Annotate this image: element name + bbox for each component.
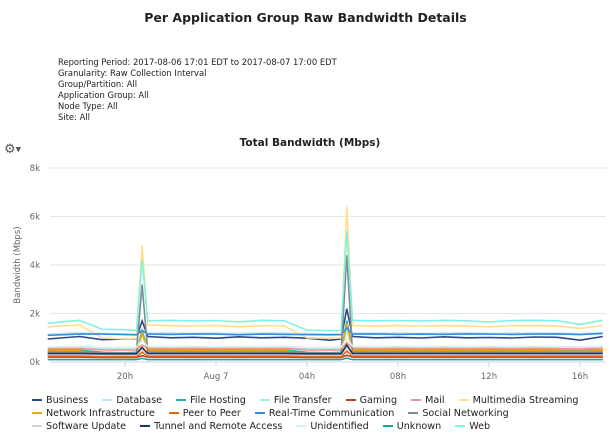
legend-label: Real-Time Communication: [268, 408, 395, 419]
legend-swatch: [140, 425, 151, 427]
y-tick-label: 8k: [30, 164, 40, 174]
y-tick-label: 6k: [30, 213, 40, 223]
legend-item[interactable]: Tunnel and Remote Access: [140, 420, 282, 433]
legend-label: Tunnel and Remote Access: [154, 421, 283, 432]
x-tick-label: 04h: [299, 372, 315, 382]
legend-label: Software Update: [46, 421, 127, 432]
legend-swatch: [408, 412, 419, 414]
legend-swatch: [296, 425, 307, 427]
gear-icon: ⚙: [4, 142, 16, 157]
legend-label: Web: [469, 421, 491, 432]
legend-label: Gaming: [359, 395, 398, 406]
legend-item[interactable]: Mail: [411, 394, 445, 407]
x-tick-label: Aug 7: [204, 372, 229, 382]
legend-label: Multimedia Streaming: [472, 395, 579, 406]
x-tick-label: 12h: [481, 372, 497, 382]
series-line-mail: [47, 341, 603, 351]
legend-swatch: [32, 425, 42, 427]
y-tick-label: 0k: [30, 358, 40, 368]
series-line-real-time-communication: [47, 326, 603, 337]
legend-item[interactable]: Network Infrastructure: [32, 407, 155, 420]
legend-item[interactable]: File Transfer: [259, 394, 332, 407]
legend-swatch: [345, 399, 356, 401]
legend-item[interactable]: Software Update: [32, 420, 126, 433]
x-tick-label: 20h: [117, 372, 133, 382]
chart-settings-button[interactable]: ⚙▼: [4, 142, 26, 158]
series-line-software-update: [47, 346, 603, 356]
legend-label: Unidentified: [310, 421, 369, 432]
series-line-unknown: [47, 357, 603, 361]
legend-swatch: [32, 399, 42, 401]
legend-item[interactable]: Business: [32, 394, 88, 407]
legend-label: Network Infrastructure: [46, 408, 155, 419]
series-line-peer-to-peer: [47, 350, 603, 358]
y-tick-label: 4k: [30, 261, 40, 271]
legend-swatch: [32, 412, 42, 414]
legend-label: Database: [116, 395, 163, 406]
legend-item[interactable]: Social Networking: [408, 407, 509, 420]
series-line-unidentified: [47, 336, 603, 349]
legend-label: Social Networking: [422, 408, 509, 419]
application-group: Application Group: All: [58, 89, 149, 100]
legend-label: Mail: [425, 395, 445, 406]
x-tick-label: 16h: [572, 372, 588, 382]
legend-swatch: [102, 399, 113, 401]
legend-label: Unknown: [396, 421, 442, 432]
legend-swatch: [176, 399, 187, 401]
report-parameters: Reporting Period: 2017-08-06 17:01 EDT t…: [58, 57, 337, 122]
legend-item[interactable]: Web: [455, 420, 490, 433]
legend-swatch: [382, 425, 393, 427]
legend-item[interactable]: Database: [102, 394, 162, 407]
legend-item[interactable]: Multimedia Streaming: [458, 394, 579, 407]
chart-title: Total Bandwidth (Mbps): [239, 137, 381, 149]
series-line-tunnel-and-remote-access: [47, 343, 603, 355]
legend-swatch: [259, 399, 270, 401]
legend-item[interactable]: Peer to Peer: [168, 407, 241, 420]
legend-label: File Hosting: [190, 395, 246, 406]
legend-swatch: [455, 425, 466, 427]
chart-legend: Business Database File Hosting File Transfe…: [32, 394, 611, 433]
reporting-period: Reporting Period: 2017-08-06 17:01 EDT t…: [58, 57, 337, 67]
legend-label: Peer to Peer: [182, 408, 241, 419]
legend-swatch: [254, 412, 265, 414]
granularity: Granularity: Raw Collection Interval: [58, 67, 207, 78]
legend-swatch: [458, 399, 469, 401]
series-line-business: [47, 308, 603, 342]
series-line-multimedia-streaming: [47, 206, 603, 340]
y-axis-label: Bandwidth (Mbps): [13, 226, 23, 303]
x-tick-label: 08h: [390, 372, 406, 382]
legend-item[interactable]: Unidentified: [296, 420, 369, 433]
site: Site: All: [58, 111, 90, 122]
legend-label: File Transfer: [273, 395, 332, 406]
legend-swatch: [168, 412, 179, 414]
y-tick-label: 2k: [30, 310, 40, 320]
legend-item[interactable]: Real-Time Communication: [254, 407, 395, 420]
group-partition: Group/Partition: All: [58, 78, 138, 89]
legend-item[interactable]: Gaming: [345, 394, 398, 407]
legend-item[interactable]: Unknown: [382, 420, 442, 433]
report-title: Per Application Group Raw Bandwidth Deta…: [144, 10, 467, 25]
legend-swatch: [411, 399, 422, 401]
series-line-web: [47, 230, 603, 332]
legend-item[interactable]: File Hosting: [176, 394, 246, 407]
legend-label: Business: [46, 395, 89, 406]
node-type: Node Type: All: [58, 100, 118, 111]
caret-down-icon: ▼: [15, 145, 22, 154]
